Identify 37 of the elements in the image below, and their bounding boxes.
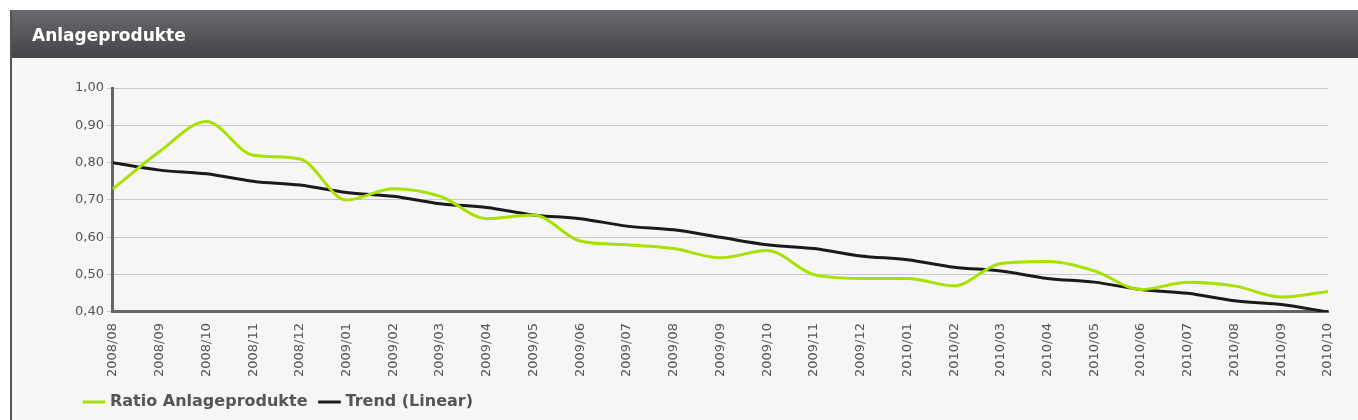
x-tick-label: 2010/04: [1038, 322, 1054, 378]
x-tick-label: 2009/07: [618, 322, 634, 378]
y-tick-label: 0,90: [74, 116, 104, 132]
x-tick-label: 2009/04: [478, 322, 494, 378]
x-tick-label: 2009/09: [711, 322, 727, 378]
y-tick-label: 1,00: [74, 79, 104, 95]
x-tick-label: 2010/02: [945, 322, 961, 378]
x-tick-label: 2008/11: [244, 322, 260, 378]
x-tick-label: 2009/12: [852, 322, 868, 378]
legend-label: Ratio Anlageprodukte: [110, 391, 308, 411]
legend-label: Trend (Linear): [345, 391, 474, 411]
x-tick-label: 2010/01: [898, 322, 914, 378]
x-tick-label: 2010/10: [1319, 322, 1335, 378]
x-tick-label: 2010/07: [1179, 322, 1195, 378]
x-tick-label: 2009/06: [571, 322, 587, 378]
y-tick-label: 0,70: [74, 191, 104, 207]
x-tick-label: 2009/11: [805, 322, 821, 378]
x-tick-label: 2009/01: [337, 322, 353, 378]
x-tick-label: 2008/08: [104, 322, 120, 378]
x-tick-label: 2010/08: [1225, 322, 1241, 378]
x-tick-label: 2009/08: [665, 322, 681, 378]
x-tick-label: 2010/03: [992, 322, 1008, 378]
y-tick-label: 0,60: [74, 228, 104, 244]
x-tick-label: 2010/05: [1085, 322, 1101, 378]
y-tick-label: 0,40: [74, 303, 104, 319]
y-tick-label: 0,80: [74, 154, 104, 170]
x-tick-label: 2009/03: [431, 322, 447, 378]
x-tick-label: 2010/06: [1132, 322, 1148, 378]
x-tick-label: 2008/10: [197, 322, 213, 378]
x-tick-label: 2008/09: [151, 322, 167, 378]
x-tick-label: 2009/10: [758, 322, 774, 378]
x-tick-label: 2009/05: [524, 322, 540, 378]
x-tick-label: 2009/02: [384, 322, 400, 378]
x-tick-label: 2008/12: [291, 322, 307, 378]
y-tick-label: 0,50: [74, 266, 104, 282]
chart-title: Anlageprodukte: [12, 10, 1358, 58]
x-tick-label: 2010/09: [1272, 322, 1288, 378]
